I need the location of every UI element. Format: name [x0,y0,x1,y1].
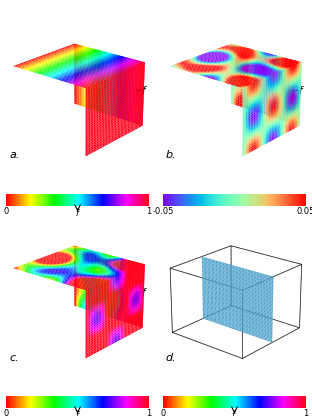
Text: c.: c. [9,352,19,362]
Text: ←f: ←f [291,87,303,97]
Text: b.: b. [166,151,177,161]
Text: a.: a. [9,151,19,161]
Text: d.: d. [166,352,177,362]
Text: ←f: ←f [134,87,146,97]
Text: ←f: ←f [134,288,146,299]
